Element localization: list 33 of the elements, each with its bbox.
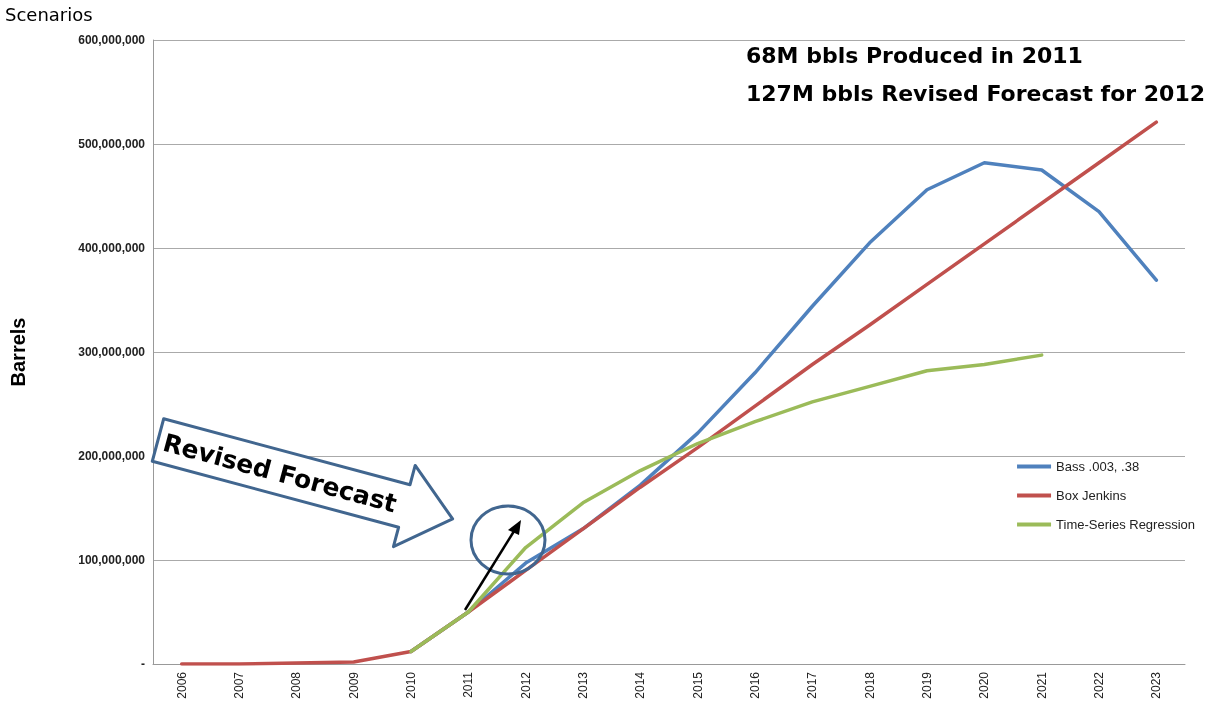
legend-label: Box Jenkins [1056,488,1127,503]
x-tick-label: 2017 [805,671,820,699]
x-tick-label: 2010 [404,671,418,699]
x-tick-label: 2022 [1092,671,1106,699]
line-series [409,353,1044,654]
y-tick-label: 100,000,000 [78,553,146,567]
x-tick-label: 2019 [920,671,934,699]
annotation: 127M bbls Revised Forecast for 2012 [745,80,1206,106]
y-tick-label: 500,000,000 [78,137,146,151]
x-tick-label: 2023 [1149,671,1164,699]
y-tick-label: 300,000,000 [78,345,146,359]
x-tick-label: 2015 [690,671,705,699]
y-axis-title: Barrels [7,317,29,387]
y-tick-label: 200,000,000 [78,449,146,463]
y-tick-label: 400,000,000 [78,241,146,255]
x-tick-label: 2007 [232,671,246,699]
x-tick-label: 2011 [461,671,476,698]
x-tick-label: 2013 [576,671,590,699]
x-tick-label: 2014 [633,671,648,699]
chart-title: Scenarios [5,3,93,25]
x-tick-label: 2006 [174,671,189,699]
x-tick-label: 2018 [862,671,877,699]
x-tick-label: 2009 [346,671,361,699]
x-tick-label: 2021 [1034,671,1049,699]
x-tick-label: 2012 [518,671,533,699]
legend-label: Time-Series Regression [1056,517,1195,532]
y-tick-label: 600,000,000 [78,33,146,47]
x-tick-label: 2020 [977,671,992,699]
y-tick-label: - [141,657,145,671]
x-tick-label: 2008 [289,671,304,699]
x-tick-label: 2016 [748,671,762,699]
legend-label: Bass .003, .38 [1056,459,1140,474]
annotation: 68M bbls Produced in 2011 [745,42,1083,68]
